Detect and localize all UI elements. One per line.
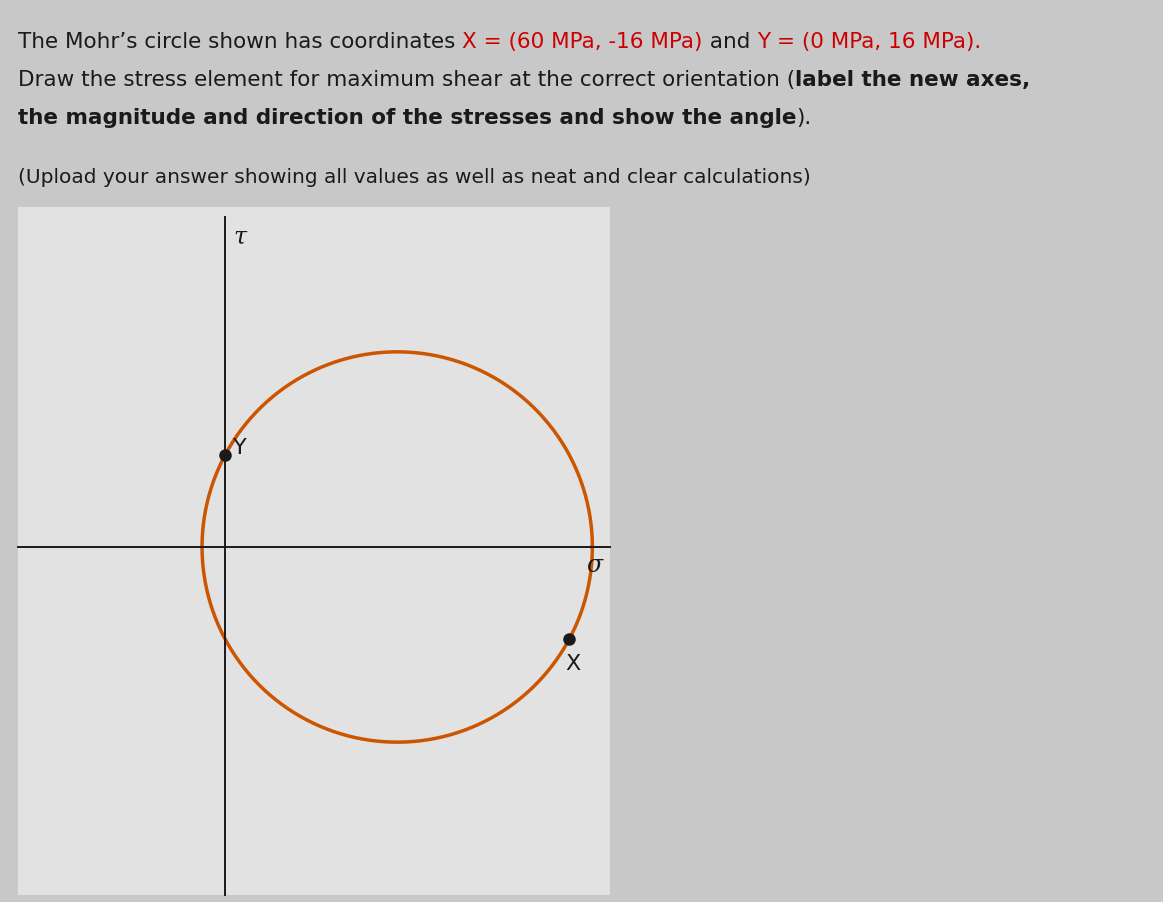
Text: Y: Y bbox=[233, 437, 247, 457]
Text: The Mohr’s circle shown has coordinates: The Mohr’s circle shown has coordinates bbox=[17, 32, 462, 52]
Text: Draw the stress element for maximum shear at the correct orientation (: Draw the stress element for maximum shea… bbox=[17, 70, 795, 90]
FancyBboxPatch shape bbox=[17, 207, 611, 895]
Text: (Upload your answer showing all values as well as neat and clear calculations): (Upload your answer showing all values a… bbox=[17, 168, 811, 187]
Text: X = (60 MPa, -16 MPa): X = (60 MPa, -16 MPa) bbox=[462, 32, 702, 52]
Text: σ: σ bbox=[586, 554, 602, 576]
Text: and: and bbox=[702, 32, 757, 52]
Text: τ: τ bbox=[233, 226, 247, 249]
Text: label the new axes,: label the new axes, bbox=[795, 70, 1030, 90]
Text: ).: ). bbox=[797, 108, 812, 128]
Text: the magnitude and direction of the stresses and show the angle: the magnitude and direction of the stres… bbox=[17, 108, 797, 128]
Text: X: X bbox=[565, 653, 580, 673]
Text: Y = (0 MPa, 16 MPa).: Y = (0 MPa, 16 MPa). bbox=[757, 32, 982, 52]
